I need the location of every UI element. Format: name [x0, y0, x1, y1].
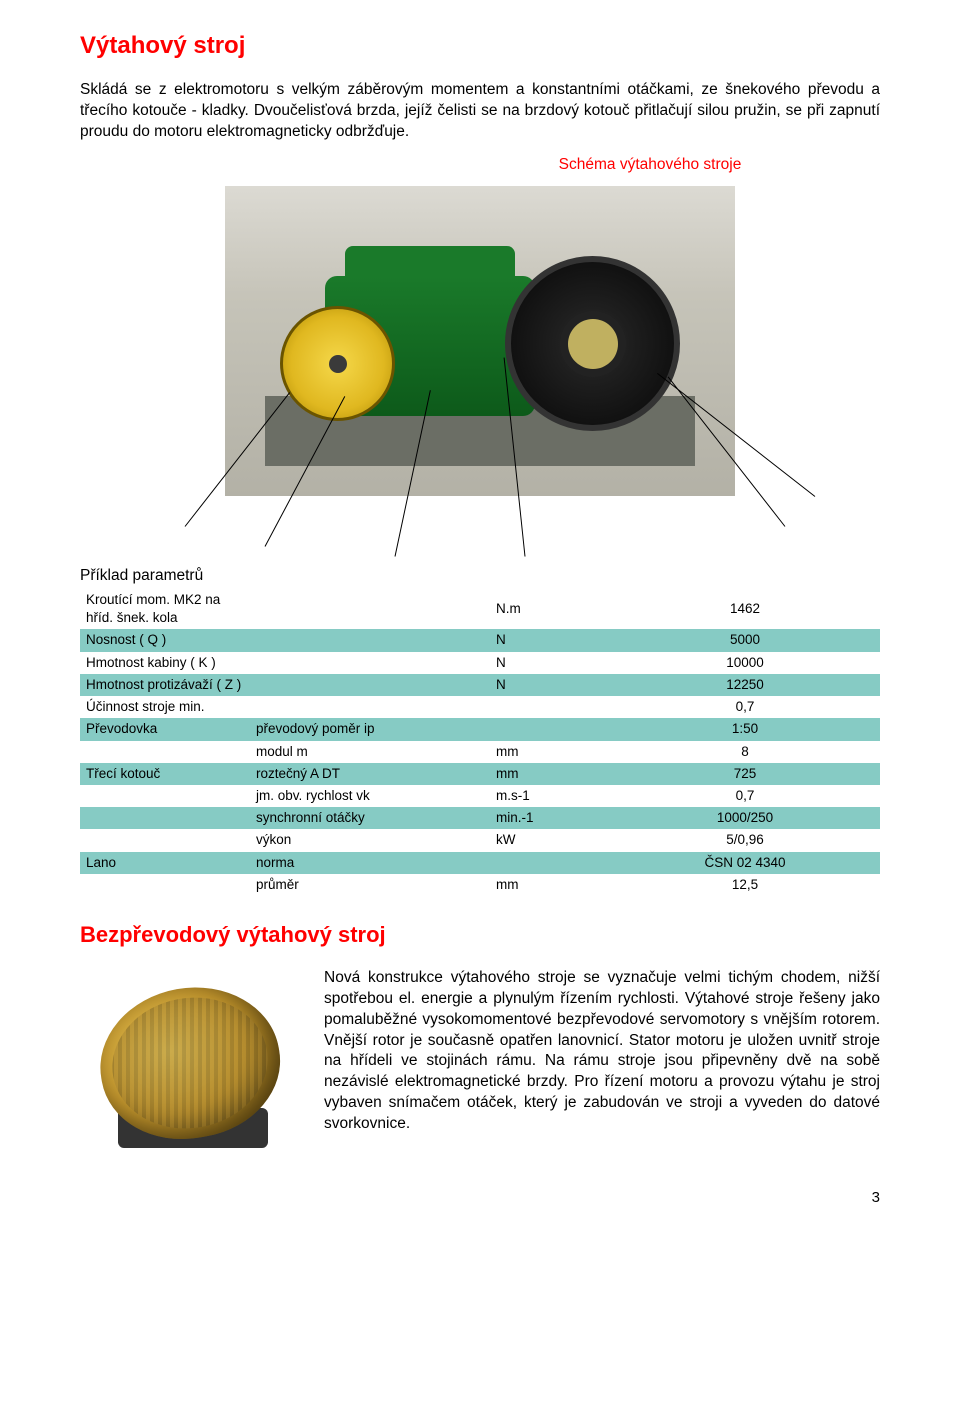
table-cell: Převodovka	[80, 718, 250, 740]
table-row: Hmotnost protizávaží ( Z ) N12250	[80, 674, 880, 696]
photo-pulley	[505, 256, 680, 431]
table-cell: 12,5	[610, 874, 880, 896]
page-number: 3	[80, 1188, 880, 1208]
table-row: Nosnost ( Q ) N5000	[80, 629, 880, 651]
table-row: Kroutící mom. MK2 na hříd. šnek. kola N.m…	[80, 589, 880, 629]
table-row: Lanonorma ČSN 02 4340	[80, 852, 880, 874]
intro-paragraph: Skládá se z elektromotoru s velkým záběr…	[80, 80, 880, 143]
table-cell: roztečný A DT	[250, 763, 490, 785]
table-row: Třecí kotoučroztečný A DTmm725	[80, 763, 880, 785]
table-cell: Hmotnost protizávaží ( Z )	[80, 674, 250, 696]
table-cell: modul m	[250, 741, 490, 763]
table-cell: Účinnost stroje min.	[80, 696, 250, 718]
table-cell: převodový poměr ip	[250, 718, 490, 740]
table-cell	[80, 874, 250, 896]
gearless-section: Nová konstrukce výtahového stroje se vyz…	[80, 968, 880, 1158]
table-cell: Lano	[80, 852, 250, 874]
table-cell: výkon	[250, 829, 490, 851]
table-cell: 0,7	[610, 785, 880, 807]
table-cell: 1462	[610, 589, 880, 629]
table-row: Hmotnost kabiny ( K ) N10000	[80, 652, 880, 674]
table-cell: Třecí kotouč	[80, 763, 250, 785]
table-row: jm. obv. rychlost vkm.s-10,7	[80, 785, 880, 807]
params-table: Kroutící mom. MK2 na hříd. šnek. kola N.m…	[80, 589, 880, 896]
gearless-paragraph: Nová konstrukce výtahového stroje se vyz…	[324, 968, 880, 1135]
photo-flywheel	[280, 306, 395, 421]
page-title-1: Výtahový stroj	[80, 30, 880, 62]
table-cell: N	[490, 674, 610, 696]
table-cell	[250, 652, 490, 674]
table-cell	[250, 629, 490, 651]
schema-caption: Schéma výtahového stroje	[420, 155, 880, 176]
table-cell: 0,7	[610, 696, 880, 718]
table-cell: 1000/250	[610, 807, 880, 829]
gearless-motor-image	[80, 968, 300, 1158]
table-cell: min.-1	[490, 807, 610, 829]
table-cell: N	[490, 652, 610, 674]
table-cell: mm	[490, 741, 610, 763]
table-cell: mm	[490, 874, 610, 896]
table-cell: mm	[490, 763, 610, 785]
table-cell: 8	[610, 741, 880, 763]
table-row: výkonkW5/0,96	[80, 829, 880, 851]
table-row: průměrmm12,5	[80, 874, 880, 896]
table-cell: synchronní otáčky	[250, 807, 490, 829]
table-row: synchronní otáčkymin.-11000/250	[80, 807, 880, 829]
table-row: Převodovkapřevodový poměr ip 1:50	[80, 718, 880, 740]
table-row: modul mmm8	[80, 741, 880, 763]
machine-photo	[225, 186, 735, 496]
table-cell	[250, 674, 490, 696]
table-cell	[80, 785, 250, 807]
table-cell: N.m	[490, 589, 610, 629]
table-cell: Hmotnost kabiny ( K )	[80, 652, 250, 674]
table-cell: ČSN 02 4340	[610, 852, 880, 874]
table-cell	[80, 829, 250, 851]
table-cell: jm. obv. rychlost vk	[250, 785, 490, 807]
table-cell: kW	[490, 829, 610, 851]
params-heading: Příklad parametrů	[80, 566, 880, 587]
table-cell	[80, 741, 250, 763]
table-cell	[490, 696, 610, 718]
table-cell: 5000	[610, 629, 880, 651]
table-cell	[490, 852, 610, 874]
table-cell: Kroutící mom. MK2 na hříd. šnek. kola	[80, 589, 250, 629]
table-cell: N	[490, 629, 610, 651]
table-cell	[490, 718, 610, 740]
table-cell	[80, 807, 250, 829]
table-cell: m.s-1	[490, 785, 610, 807]
machine-photo-block	[225, 186, 735, 496]
table-cell: 725	[610, 763, 880, 785]
table-row: Účinnost stroje min. 0,7	[80, 696, 880, 718]
table-cell: 5/0,96	[610, 829, 880, 851]
table-cell	[250, 696, 490, 718]
table-cell: průměr	[250, 874, 490, 896]
table-cell: 10000	[610, 652, 880, 674]
table-cell: Nosnost ( Q )	[80, 629, 250, 651]
table-cell: 1:50	[610, 718, 880, 740]
table-cell	[250, 589, 490, 629]
table-cell: norma	[250, 852, 490, 874]
page-title-2: Bezpřevodový výtahový stroj	[80, 920, 880, 950]
table-cell: 12250	[610, 674, 880, 696]
